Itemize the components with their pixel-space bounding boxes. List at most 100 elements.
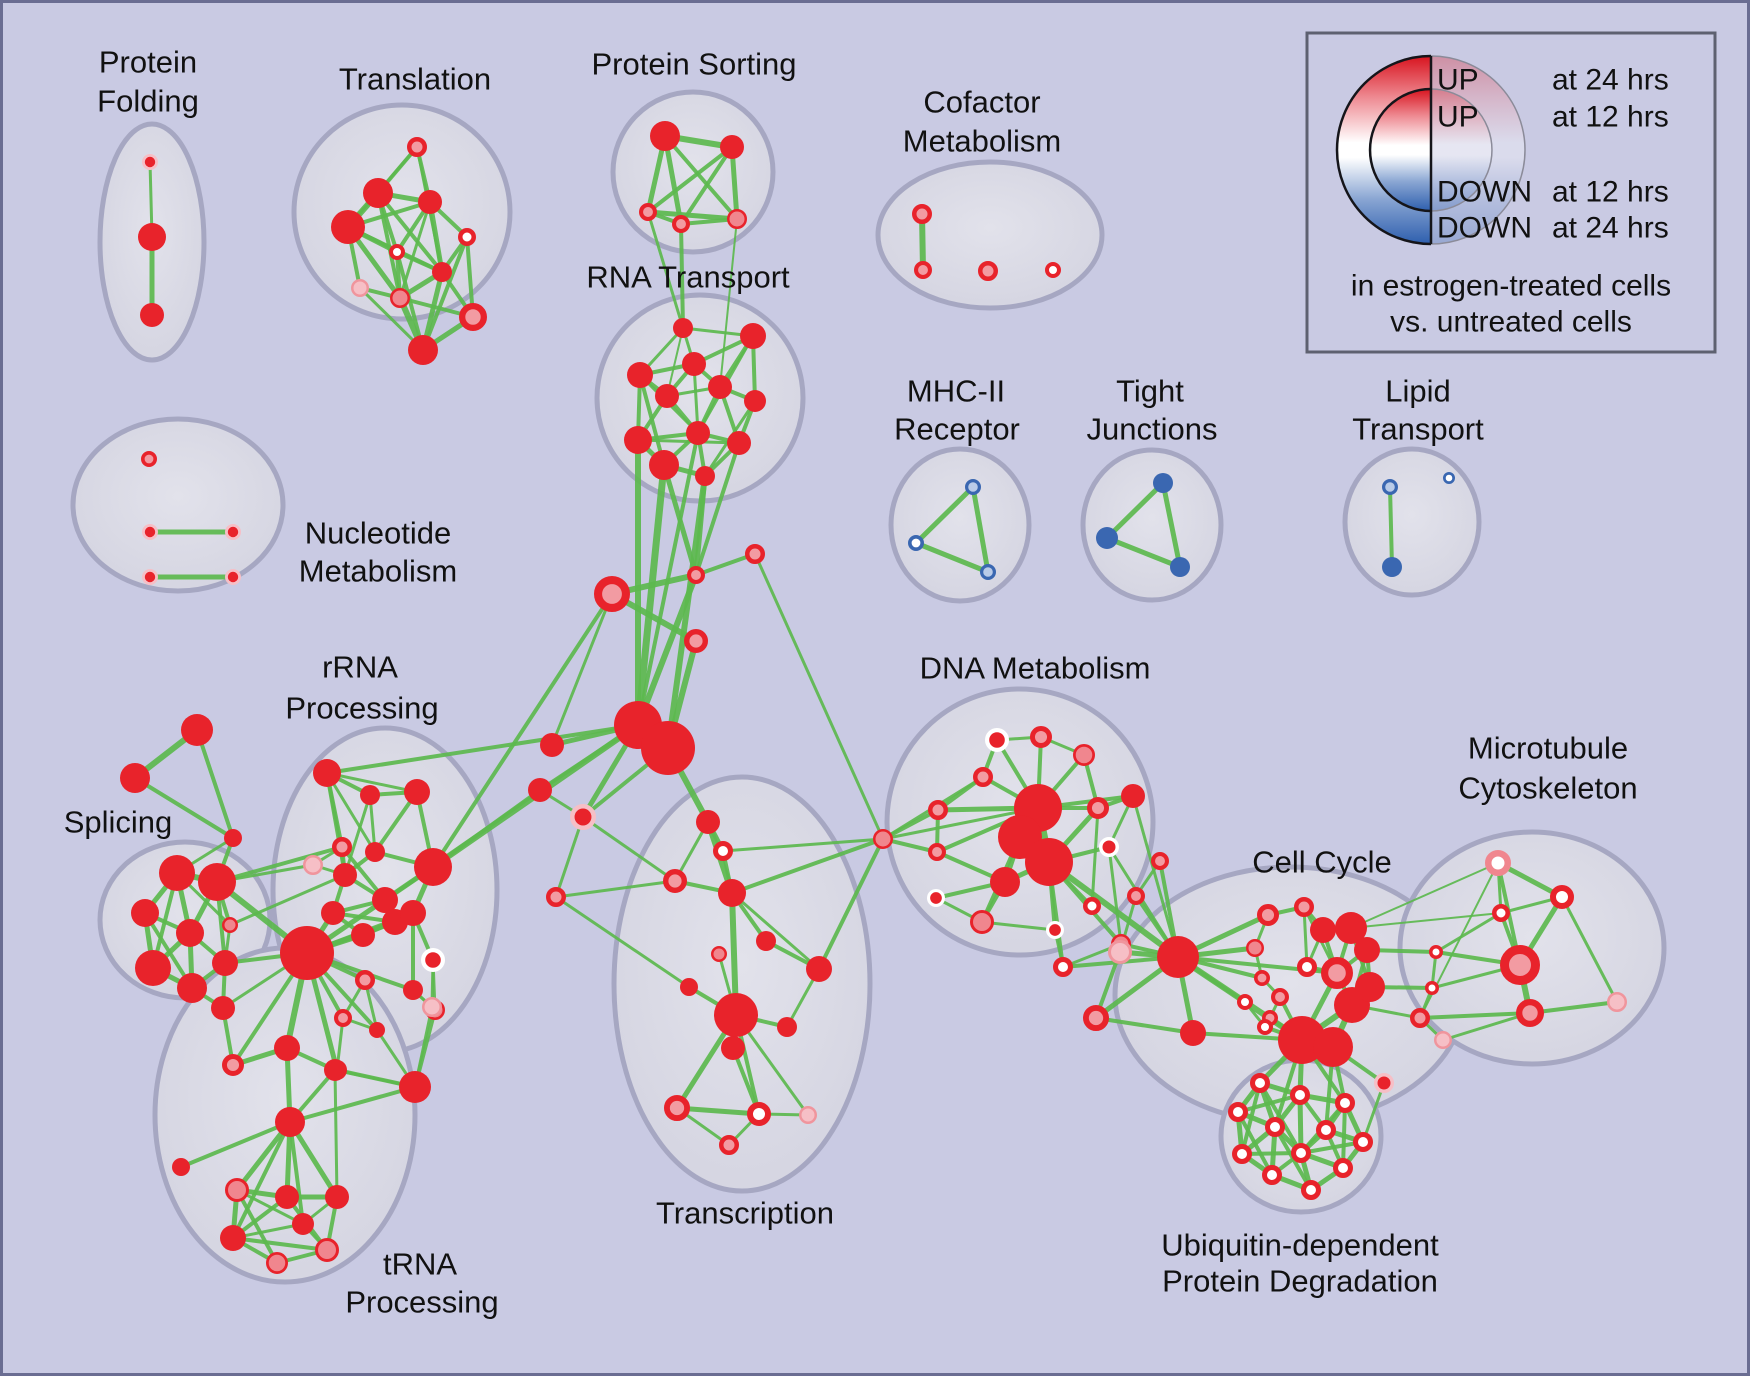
node — [1108, 940, 1132, 964]
edge — [325, 771, 377, 854]
edge — [333, 1068, 339, 1199]
node — [138, 223, 166, 251]
node — [1257, 1019, 1273, 1035]
node — [1083, 897, 1101, 915]
edge — [1046, 859, 1181, 960]
edge — [1441, 1011, 1532, 1042]
node — [1099, 837, 1119, 857]
edge — [881, 808, 940, 841]
cluster-label-microtubule-cytoskeleton: Microtubule — [1468, 731, 1628, 766]
node — [680, 978, 698, 996]
edge — [550, 592, 614, 747]
node — [1297, 957, 1317, 977]
node — [212, 950, 238, 976]
node — [1550, 885, 1574, 909]
edge — [1094, 1016, 1195, 1035]
cluster-tight-junctions — [1080, 447, 1224, 603]
node — [324, 1059, 346, 1081]
node — [1262, 1165, 1282, 1185]
legend-row-2-time: at 12 hrs — [1552, 176, 1669, 209]
node — [719, 1135, 739, 1155]
edge — [1302, 905, 1309, 969]
cluster-label-protein-folding: Protein — [99, 45, 197, 80]
node — [713, 841, 733, 861]
node — [1516, 999, 1545, 1028]
node — [1045, 262, 1061, 278]
node — [649, 450, 679, 480]
node — [711, 946, 727, 962]
edge — [970, 484, 991, 575]
edge — [694, 441, 741, 577]
node — [970, 910, 994, 934]
edge — [325, 771, 419, 794]
node — [131, 899, 159, 927]
edge — [133, 776, 235, 840]
edge — [634, 461, 668, 729]
node — [369, 1022, 385, 1038]
node — [973, 767, 993, 787]
edge — [1160, 480, 1183, 570]
legend-row-0-time: at 24 hrs — [1552, 64, 1669, 97]
node — [363, 178, 393, 208]
cluster-label-cofactor-metabolism: Metabolism — [903, 124, 1062, 159]
node — [1170, 557, 1190, 577]
node — [333, 863, 357, 887]
edge — [1299, 1140, 1365, 1155]
cluster-label-tight-junctions: Tight — [1116, 374, 1184, 409]
node — [275, 1107, 305, 1137]
node — [141, 524, 158, 541]
edge — [679, 222, 685, 330]
legend-note-line1: in estrogen-treated cells — [1351, 270, 1671, 303]
node — [280, 926, 334, 980]
edge — [674, 1105, 762, 1117]
edge — [215, 845, 344, 884]
cluster-label-translation: Translation — [339, 62, 491, 97]
node — [727, 209, 747, 229]
legend-row-0-direction: UP — [1437, 64, 1479, 97]
node — [333, 1009, 352, 1028]
node — [1429, 945, 1443, 959]
legend-row-3-direction: DOWN — [1437, 212, 1532, 245]
edge — [235, 1188, 305, 1226]
node — [928, 843, 947, 862]
node — [721, 1036, 745, 1060]
node — [1246, 939, 1264, 957]
node — [624, 426, 652, 454]
node — [1153, 473, 1173, 493]
node — [641, 721, 695, 775]
node — [990, 867, 1020, 897]
edge — [343, 793, 372, 877]
node — [1271, 988, 1290, 1007]
node — [1256, 903, 1279, 926]
node — [672, 214, 691, 233]
node — [400, 900, 426, 926]
node — [1500, 945, 1540, 985]
cluster-label-lipid-transport: Transport — [1352, 412, 1484, 447]
edge — [1560, 895, 1619, 1004]
edge — [665, 473, 708, 751]
node — [687, 566, 706, 585]
cluster-label-microtubule-cytoskeleton: Cytoskeleton — [1458, 771, 1637, 806]
cluster-label-protein-sorting: Protein Sorting — [591, 47, 796, 82]
node — [224, 829, 242, 847]
node — [639, 202, 658, 221]
node — [140, 303, 164, 327]
cluster-label-ubiquitin-degradation: Ubiquitin-dependent — [1161, 1228, 1439, 1263]
edge — [694, 552, 757, 577]
node — [873, 829, 893, 849]
node — [458, 302, 487, 331]
node — [806, 956, 832, 982]
node — [1254, 969, 1271, 986]
node — [1086, 796, 1109, 819]
cluster-label-transcription: Transcription — [656, 1196, 834, 1231]
node — [1053, 957, 1073, 977]
cluster-protein-sorting — [610, 89, 776, 255]
edge — [231, 1120, 292, 1240]
node — [907, 534, 924, 551]
cluster-label-rna-transport: RNA Transport — [586, 260, 790, 295]
node — [756, 931, 776, 951]
node — [177, 973, 207, 1003]
edge — [554, 815, 585, 899]
node — [914, 260, 933, 279]
